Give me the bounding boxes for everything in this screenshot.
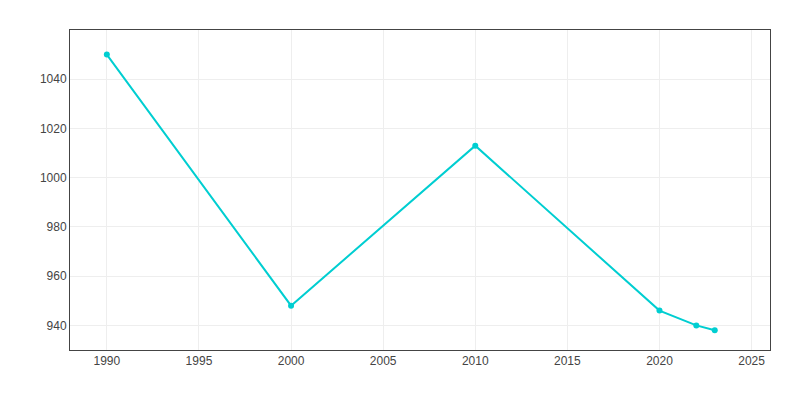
svg-text:1040: 1040 xyxy=(40,72,67,86)
svg-text:1000: 1000 xyxy=(40,171,67,185)
svg-text:2000: 2000 xyxy=(278,354,305,368)
svg-text:1020: 1020 xyxy=(40,122,67,136)
svg-text:2010: 2010 xyxy=(462,354,489,368)
svg-text:2025: 2025 xyxy=(738,354,765,368)
svg-text:2005: 2005 xyxy=(370,354,397,368)
svg-text:2015: 2015 xyxy=(554,354,581,368)
svg-text:1995: 1995 xyxy=(186,354,213,368)
svg-text:960: 960 xyxy=(47,269,67,283)
svg-text:940: 940 xyxy=(47,319,67,333)
svg-text:980: 980 xyxy=(47,220,67,234)
svg-text:2020: 2020 xyxy=(646,354,673,368)
svg-text:1990: 1990 xyxy=(93,354,120,368)
